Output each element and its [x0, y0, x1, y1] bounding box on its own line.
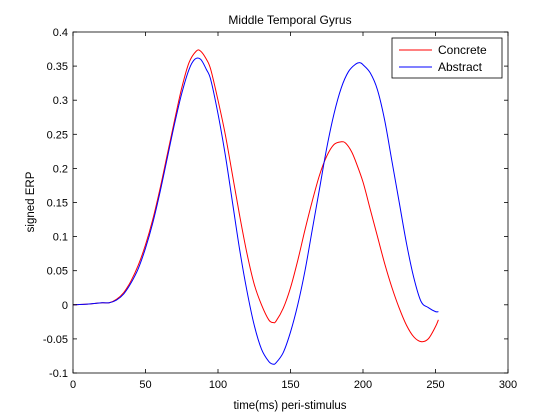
y-tick-label: 0.35 [47, 61, 68, 73]
x-tick-label: 250 [426, 379, 444, 391]
y-tick-label: 0.05 [47, 266, 68, 278]
series-layer [72, 49, 439, 365]
y-tick-label: 0.4 [53, 27, 68, 39]
y-axis: -0.1 -0.05 0 0.05 0.1 0.15 0.2 0.25 0.3 0.35 0.4 [43, 27, 508, 380]
legend: Concrete Abstract [391, 37, 503, 79]
x-tick-label: 200 [354, 379, 372, 391]
x-tick-label: 150 [281, 379, 299, 391]
x-axis: 0 50 100 150 200 250 300 [70, 32, 517, 391]
y-tick-label: 0.2 [53, 163, 68, 175]
series-line-concrete [72, 49, 439, 343]
y-axis-label: signed ERP [25, 171, 37, 232]
x-tick-label: 300 [499, 379, 517, 391]
legend-box [391, 37, 503, 79]
chart-title: Middle Temporal Gyrus [228, 13, 351, 27]
x-tick-label: 100 [209, 379, 227, 391]
plot-area [73, 32, 508, 373]
legend-label-abstract: Abstract [438, 60, 483, 74]
y-tick-label: 0.25 [47, 129, 68, 141]
y-tick-label: 0.1 [53, 232, 68, 244]
legend-label-concrete: Concrete [438, 43, 487, 57]
x-tick-label: 50 [139, 379, 151, 391]
y-tick-label: 0.3 [53, 95, 68, 107]
y-tick-label: -0.05 [43, 334, 68, 346]
series-line-abstract [72, 57, 439, 365]
y-tick-label: 0.15 [47, 198, 68, 210]
y-tick-label: 0 [62, 300, 68, 312]
x-axis-label: time(ms) peri-stimulus [233, 400, 346, 412]
y-tick-label: -0.1 [49, 368, 68, 380]
x-tick-label: 0 [70, 379, 76, 391]
